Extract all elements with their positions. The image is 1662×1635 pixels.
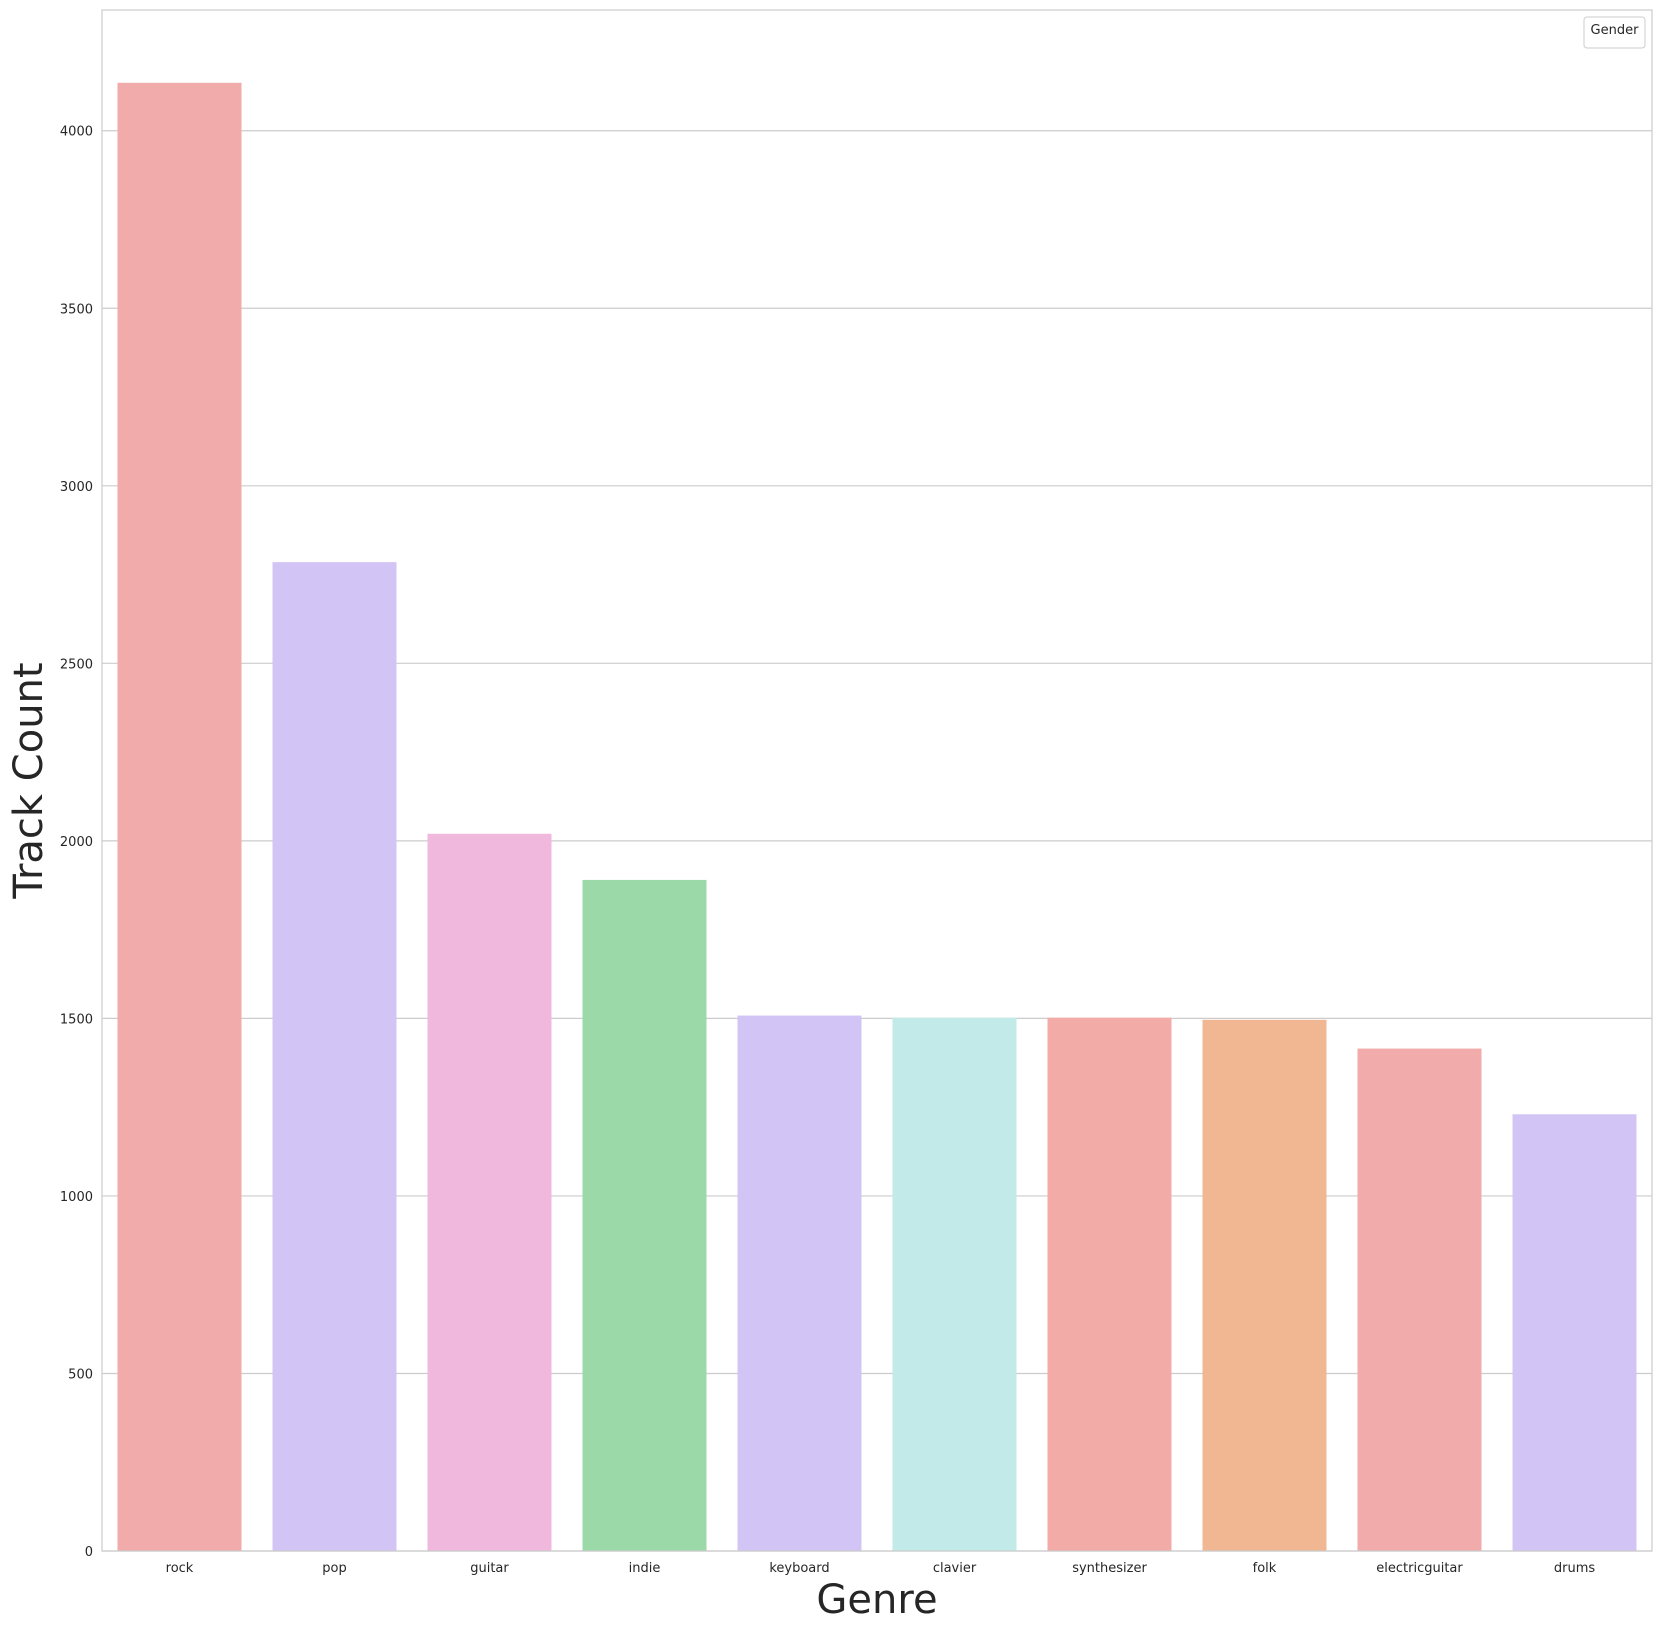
legend-box	[1583, 16, 1646, 49]
x-tick-label: synthesizer	[1072, 1561, 1147, 1576]
y-tick-label: 1000	[60, 1190, 93, 1205]
x-axis-ticks: rock pop guitar indie keyboard clavier synthes…	[166, 1561, 1596, 1576]
y-tick-label: 2000	[60, 835, 93, 850]
bar-synthesizer	[1047, 1017, 1172, 1551]
plot-frame	[101, 9, 1653, 1552]
y-tick-label: 500	[68, 1367, 93, 1382]
y-tick-label: 1500	[60, 1012, 93, 1027]
bar-indie	[582, 879, 707, 1551]
y-tick-label: 3000	[60, 480, 93, 495]
y-axis-title: Track Count	[6, 662, 52, 899]
x-tick-label: guitar	[470, 1561, 509, 1576]
y-tick-label: 3500	[60, 302, 93, 317]
y-axis-ticks: 0 500 1000 1500 2000 2500 3000 3500 4000	[60, 125, 93, 1560]
y-tick-label: 0	[85, 1545, 93, 1560]
bar-electricguitar	[1357, 1048, 1482, 1551]
bar-drums	[1512, 1114, 1637, 1551]
legend-title: Gender	[1591, 23, 1640, 38]
y-tick-label: 4000	[60, 125, 93, 140]
bar-guitar	[427, 833, 552, 1551]
x-tick-label: indie	[629, 1561, 661, 1576]
legend: Gender	[1583, 16, 1646, 49]
x-tick-label: drums	[1554, 1561, 1595, 1576]
bar-pop	[272, 562, 397, 1551]
x-tick-label: pop	[322, 1561, 346, 1576]
bar-folk	[1202, 1019, 1327, 1551]
x-tick-label: folk	[1253, 1561, 1277, 1576]
bar-clavier	[892, 1017, 1017, 1551]
x-tick-label: clavier	[933, 1561, 977, 1576]
bar-keyboard	[737, 1015, 862, 1551]
bars	[117, 82, 1637, 1551]
x-tick-label: rock	[166, 1561, 194, 1576]
x-tick-label: electricguitar	[1376, 1561, 1463, 1576]
bar-rock	[117, 82, 242, 1551]
y-tick-label: 2500	[60, 657, 93, 672]
x-axis-title: Genre	[816, 1577, 937, 1623]
x-tick-label: keyboard	[769, 1561, 829, 1576]
